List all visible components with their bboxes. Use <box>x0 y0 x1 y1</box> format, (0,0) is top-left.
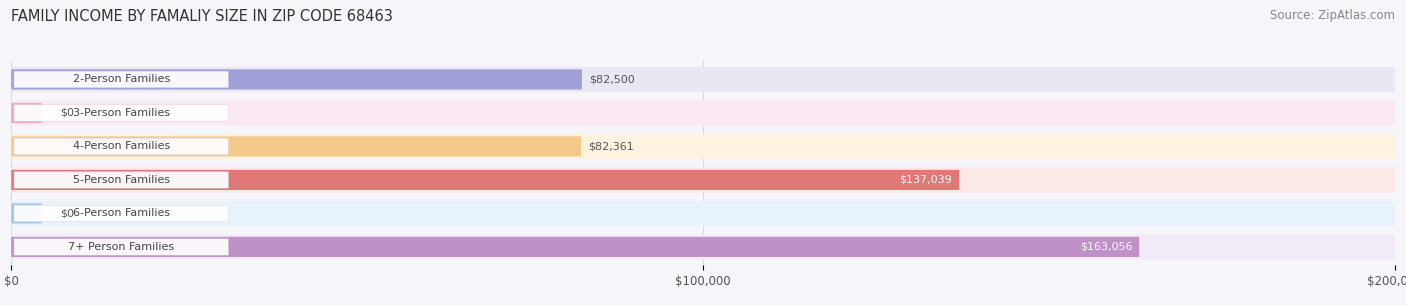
FancyBboxPatch shape <box>11 235 1395 259</box>
Text: $163,056: $163,056 <box>1080 242 1132 252</box>
FancyBboxPatch shape <box>11 67 1395 92</box>
FancyBboxPatch shape <box>11 136 581 156</box>
Text: 6-Person Families: 6-Person Families <box>73 208 170 218</box>
Text: 3-Person Families: 3-Person Families <box>73 108 170 118</box>
FancyBboxPatch shape <box>11 101 1395 125</box>
Text: $0: $0 <box>59 208 73 218</box>
Text: FAMILY INCOME BY FAMALIY SIZE IN ZIP CODE 68463: FAMILY INCOME BY FAMALIY SIZE IN ZIP COD… <box>11 9 394 24</box>
Text: Source: ZipAtlas.com: Source: ZipAtlas.com <box>1270 9 1395 22</box>
FancyBboxPatch shape <box>14 105 228 121</box>
FancyBboxPatch shape <box>11 203 42 224</box>
Text: 4-Person Families: 4-Person Families <box>73 142 170 151</box>
Text: 5-Person Families: 5-Person Families <box>73 175 170 185</box>
FancyBboxPatch shape <box>11 69 582 89</box>
FancyBboxPatch shape <box>11 201 1395 226</box>
FancyBboxPatch shape <box>11 170 959 190</box>
FancyBboxPatch shape <box>14 172 228 188</box>
FancyBboxPatch shape <box>14 138 228 155</box>
Text: $0: $0 <box>59 108 73 118</box>
FancyBboxPatch shape <box>14 239 228 255</box>
Text: $137,039: $137,039 <box>900 175 952 185</box>
FancyBboxPatch shape <box>11 103 42 123</box>
Text: 2-Person Families: 2-Person Families <box>73 74 170 84</box>
Text: $82,361: $82,361 <box>588 142 634 151</box>
FancyBboxPatch shape <box>11 167 1395 192</box>
FancyBboxPatch shape <box>14 205 228 222</box>
FancyBboxPatch shape <box>11 237 1139 257</box>
FancyBboxPatch shape <box>11 134 1395 159</box>
Text: 7+ Person Families: 7+ Person Families <box>67 242 174 252</box>
Text: $82,500: $82,500 <box>589 74 634 84</box>
FancyBboxPatch shape <box>14 71 228 88</box>
